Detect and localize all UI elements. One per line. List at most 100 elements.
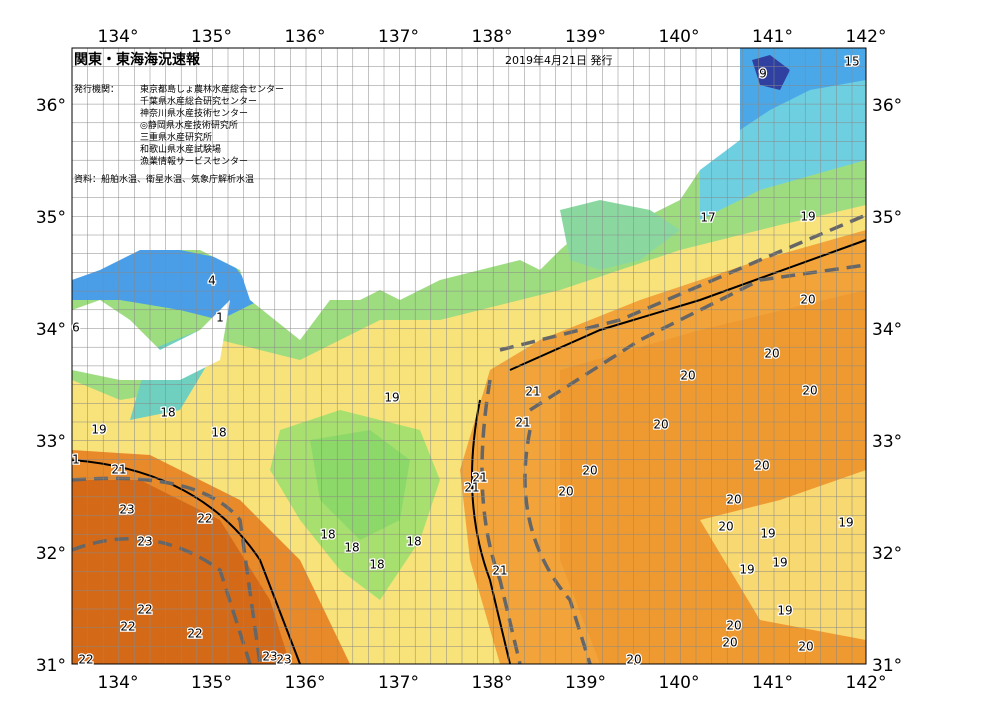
contour-label: 20	[726, 493, 741, 507]
contour-label: 19	[91, 423, 106, 437]
contour-label: 18	[160, 406, 175, 420]
lat-label: 31°	[872, 656, 902, 676]
lon-label: 135°	[191, 673, 232, 693]
contour-label: 22	[187, 627, 202, 641]
lon-label: 141°	[752, 673, 793, 693]
contour-label: 6	[72, 321, 80, 335]
contour-label: 9	[759, 67, 767, 81]
contour-label: 20	[722, 636, 737, 650]
contour-label: 20	[802, 384, 817, 398]
contour-label: 18	[406, 535, 421, 549]
lon-label: 138°	[472, 27, 513, 47]
lat-label: 33°	[872, 432, 902, 452]
map-frame	[71, 47, 867, 665]
sea-cold	[752, 55, 790, 90]
contour-label: 17	[700, 211, 715, 225]
contour-label: 18	[320, 528, 335, 542]
lon-label: 141°	[752, 27, 793, 47]
contour-label: 23	[276, 653, 291, 667]
issuer-list: 東京都島しょ農林水産総合センター千葉県水産総合研究センター神奈川県水産技術センタ…	[140, 83, 284, 167]
land	[72, 48, 740, 340]
lon-label: 138°	[472, 673, 513, 693]
title: 関東・東海海況速報	[74, 51, 201, 68]
current-line	[471, 399, 511, 664]
contour-label: 20	[626, 653, 641, 667]
issuer: 漁業情報サービスセンター	[140, 155, 248, 167]
lon-label: 136°	[285, 673, 326, 693]
contour-label: 19	[800, 210, 815, 224]
sea-green	[310, 430, 410, 540]
axis-labels: 134°134°135°135°136°136°137°137°138°138°…	[36, 27, 902, 693]
contour-label: 23	[119, 503, 134, 517]
issuer: 神奈川県水産技術センター	[140, 107, 248, 119]
lat-label: 35°	[872, 208, 902, 228]
lat-label: 35°	[36, 208, 66, 228]
contour-label: 22	[137, 603, 152, 617]
lon-label: 134°	[98, 27, 139, 47]
contour-label: 19	[777, 604, 792, 618]
contour-label: 21	[492, 564, 507, 578]
contour-label: 18	[344, 541, 359, 555]
grid	[71, 47, 866, 664]
issuer: 東京都島しょ農林水産総合センター	[140, 83, 284, 95]
contour-label: 19	[384, 391, 399, 405]
contour-label: 20	[558, 485, 573, 499]
lat-label: 33°	[36, 432, 66, 452]
lon-label: 140°	[659, 27, 700, 47]
lat-label: 36°	[872, 96, 902, 116]
source: 資料：船舶水温、衛星水温、気象庁解析水温	[74, 173, 254, 185]
contour-label: 19	[739, 563, 754, 577]
issuer: 三重県水産研究所	[140, 131, 212, 143]
contour-label: 20	[800, 293, 815, 307]
lon-label: 142°	[846, 27, 887, 47]
contour-label: 22	[78, 653, 93, 667]
contour-label: 20	[718, 520, 733, 534]
contour-label: 20	[680, 369, 695, 383]
issuer: 千葉県水産総合研究センター	[140, 95, 257, 107]
lat-label: 34°	[872, 320, 902, 340]
lat-label: 36°	[36, 96, 66, 116]
current-line	[509, 239, 866, 371]
contour-label: 4	[208, 274, 216, 288]
lon-label: 135°	[191, 27, 232, 47]
contour-label: 21	[111, 463, 126, 477]
issuer: 和歌山県水産試験場	[140, 143, 221, 155]
issue-date: 2019年4月21日 発行	[505, 53, 613, 67]
lon-label: 137°	[378, 673, 419, 693]
lat-label: 32°	[872, 544, 902, 564]
contour-labels: 15 9 17 19 20 20 20 20 20 20 20 20 20 20 19 19 19 19 19 20 2…	[71, 53, 861, 668]
contour-label: 20	[582, 464, 597, 478]
lon-label: 139°	[565, 673, 606, 693]
contour-label: 1	[72, 453, 80, 467]
contour-label: 15	[844, 55, 859, 69]
lon-label: 142°	[846, 673, 887, 693]
contour-label: 22	[120, 620, 135, 634]
contour-label: 21	[472, 471, 487, 485]
current-line	[72, 459, 301, 664]
issuer: ◎静岡県水産技術研究所	[140, 119, 238, 131]
land	[72, 300, 230, 380]
lon-label: 139°	[565, 27, 606, 47]
contour-label: 20	[653, 418, 668, 432]
lat-label: 31°	[36, 656, 66, 676]
lat-label: 34°	[36, 320, 66, 340]
contour-label: 20	[798, 640, 813, 654]
lon-label: 140°	[659, 673, 700, 693]
contour-label: 1	[216, 311, 224, 325]
sea-surface	[72, 48, 866, 664]
contour-label: 20	[754, 459, 769, 473]
contour-label: 21	[515, 416, 530, 430]
kuroshio-axis	[72, 213, 866, 664]
contour-label: 20	[764, 347, 779, 361]
lon-label: 136°	[285, 27, 326, 47]
lon-label: 134°	[98, 673, 139, 693]
contour-label: 19	[772, 556, 787, 570]
contour-label: 23	[137, 535, 152, 549]
contour-label: 21	[464, 481, 479, 495]
contour-label: 18	[211, 426, 226, 440]
contour-label: 21	[525, 385, 540, 399]
contour-label: 19	[760, 527, 775, 541]
sea-yellow	[700, 470, 866, 640]
contour-label: 18	[369, 558, 384, 572]
